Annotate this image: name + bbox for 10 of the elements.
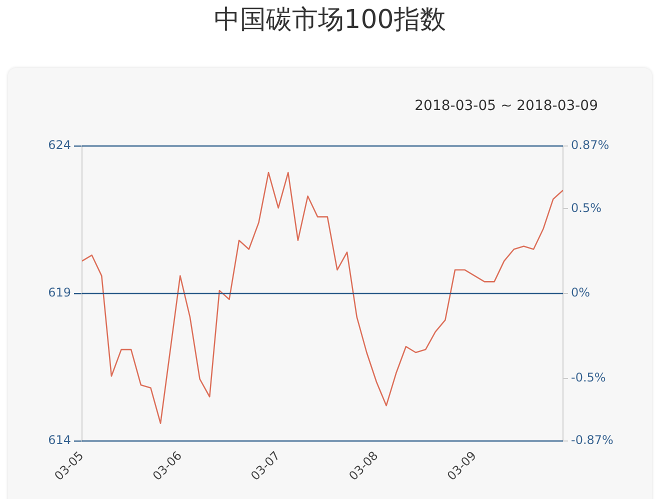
y2-tick-label: 0.5% [571,200,602,215]
y-tick-label: 614 [48,433,71,448]
y-tick-label: 624 [48,138,71,152]
y2-tick-label: 0.87% [571,138,610,152]
chart-title: 中国碳市场100指数 [213,4,447,37]
y2-tick-label: 0% [571,286,590,300]
y-tick-label: 619 [48,286,71,300]
y2-tick-label: -0.5% [571,370,606,384]
y2-tick-label: -0.87% [571,433,614,448]
chart-subtitle: 2018-03-05 ~ 2018-03-09 [414,98,598,114]
